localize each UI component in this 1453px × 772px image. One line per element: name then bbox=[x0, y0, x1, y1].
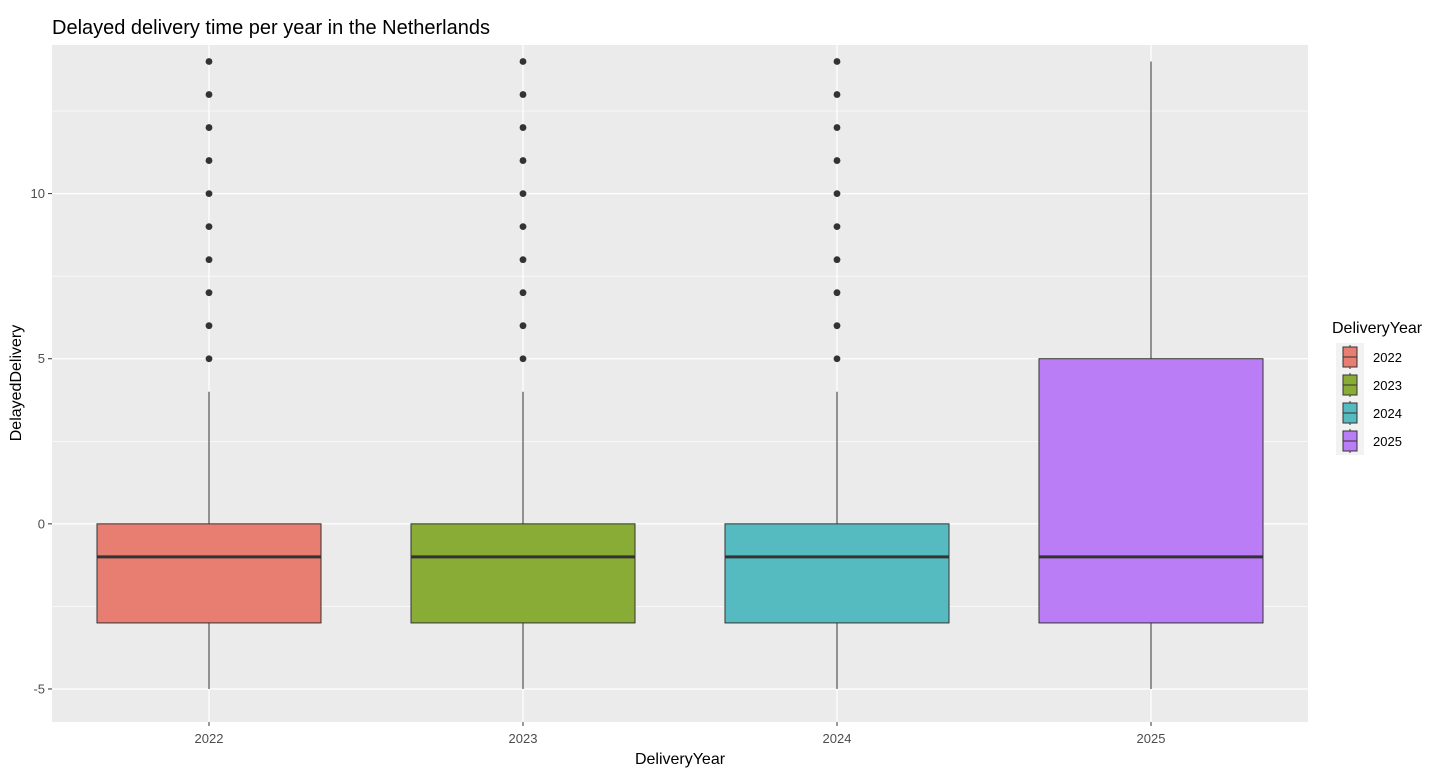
legend-label: 2023 bbox=[1373, 378, 1402, 393]
box-2022 bbox=[96, 58, 322, 689]
y-tick-label: 5 bbox=[38, 351, 45, 366]
legend-label: 2025 bbox=[1373, 434, 1402, 449]
outlier-point bbox=[833, 289, 841, 297]
legend-label: 2024 bbox=[1373, 406, 1402, 421]
legend-item-2025: 2025 bbox=[1336, 427, 1402, 455]
legend-item-2022: 2022 bbox=[1336, 343, 1402, 371]
outlier-point bbox=[519, 223, 527, 231]
legend-label: 2022 bbox=[1373, 350, 1402, 365]
outlier-point bbox=[205, 124, 213, 131]
outlier-point bbox=[519, 355, 527, 363]
axis-layer: -5 0 5 10 2022 2023 2024 2025 bbox=[31, 186, 1166, 746]
legend-items: 2022 2023 2024 2025 bbox=[1336, 343, 1402, 455]
outlier-point bbox=[205, 256, 213, 264]
legend-item-2024: 2024 bbox=[1336, 399, 1402, 427]
outlier-point bbox=[519, 157, 527, 164]
outlier-point bbox=[833, 190, 841, 198]
y-tick-label: -5 bbox=[33, 681, 45, 696]
x-tick-label: 2024 bbox=[823, 731, 852, 746]
y-tick-label: 0 bbox=[38, 516, 45, 531]
outlier-point bbox=[519, 289, 527, 297]
outlier-point bbox=[205, 190, 213, 198]
outlier-point bbox=[833, 256, 841, 264]
outlier-point bbox=[519, 256, 527, 264]
x-tick-label: 2023 bbox=[509, 731, 538, 746]
x-tick-label: 2025 bbox=[1137, 731, 1166, 746]
outlier-point bbox=[833, 322, 841, 330]
outlier-point bbox=[205, 157, 213, 164]
box-2025 bbox=[1038, 61, 1264, 689]
box-layer bbox=[96, 58, 1264, 689]
outlier-point bbox=[205, 355, 213, 363]
box-2024 bbox=[724, 58, 950, 689]
outlier-point bbox=[205, 289, 213, 297]
outlier-point bbox=[833, 223, 841, 231]
legend-item-2023: 2023 bbox=[1336, 371, 1402, 399]
outlier-point bbox=[833, 157, 841, 164]
outlier-point bbox=[205, 223, 213, 231]
outlier-point bbox=[833, 91, 841, 98]
box-2023 bbox=[410, 58, 636, 689]
outlier-point bbox=[205, 322, 213, 330]
outlier-point bbox=[519, 58, 527, 65]
outlier-point bbox=[519, 91, 527, 98]
iqr-box bbox=[410, 523, 636, 624]
outlier-point bbox=[205, 91, 213, 98]
chart-title: Delayed delivery time per year in the Ne… bbox=[52, 17, 490, 39]
iqr-box bbox=[724, 523, 950, 624]
y-tick-label: 10 bbox=[31, 186, 45, 201]
outlier-point bbox=[833, 58, 841, 65]
outlier-point bbox=[519, 190, 527, 198]
x-tick-label: 2022 bbox=[195, 731, 224, 746]
iqr-box bbox=[1038, 358, 1264, 624]
legend: DeliveryYear 2022 2023 2024 2025 bbox=[1332, 320, 1423, 455]
legend-title: DeliveryYear bbox=[1332, 320, 1423, 337]
x-axis-title: DeliveryYear bbox=[635, 751, 726, 768]
y-axis-title: DelayedDelivery bbox=[8, 325, 25, 442]
outlier-point bbox=[833, 355, 841, 363]
iqr-box bbox=[96, 523, 322, 624]
outlier-point bbox=[833, 124, 841, 131]
outlier-point bbox=[519, 322, 527, 330]
outlier-point bbox=[205, 58, 213, 65]
outlier-point bbox=[519, 124, 527, 131]
